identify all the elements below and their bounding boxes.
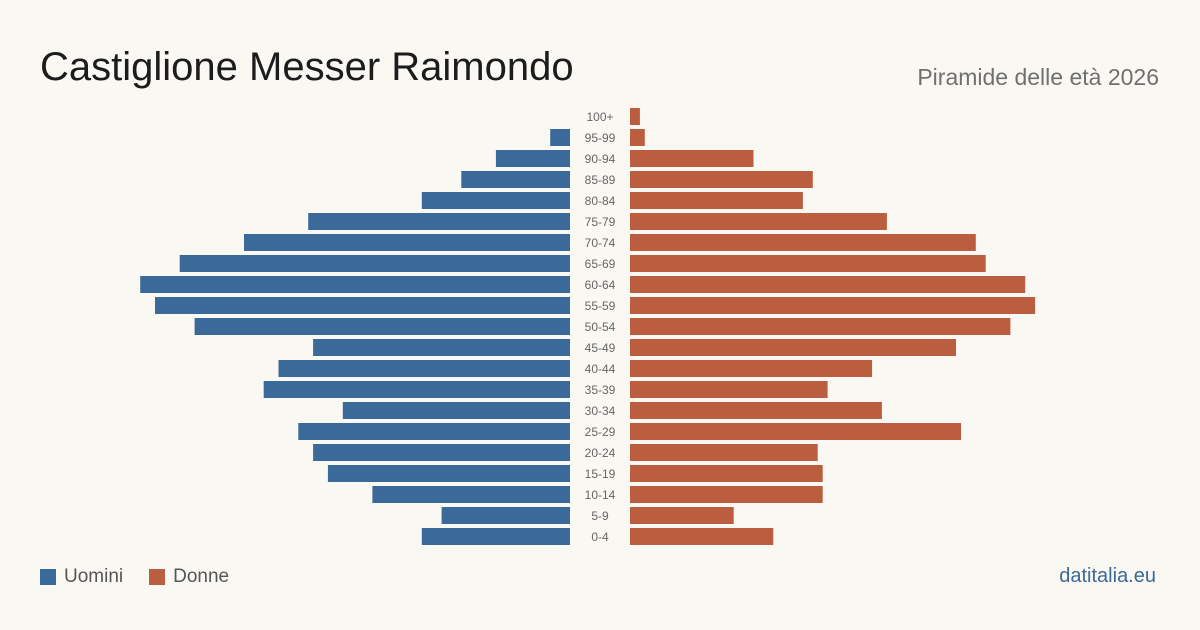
age-label-95-99: 95-99 — [585, 131, 616, 145]
bar-men-70-74 — [244, 234, 570, 251]
age-label-80-84: 80-84 — [585, 194, 616, 208]
age-label-100-plus: 100+ — [586, 110, 613, 124]
age-label-55-59: 55-59 — [585, 299, 616, 313]
bar-women-80-84 — [630, 192, 803, 209]
bar-women-95-99 — [630, 129, 645, 146]
bar-men-50-54 — [194, 318, 570, 335]
age-label-25-29: 25-29 — [585, 425, 616, 439]
bar-men-35-39 — [263, 381, 570, 398]
age-label-35-39: 35-39 — [585, 383, 616, 397]
bar-women-10-14 — [630, 486, 823, 503]
bar-women-15-19 — [630, 465, 823, 482]
bar-women-85-89 — [630, 171, 813, 188]
legend-item-women: Donne — [149, 566, 229, 588]
bar-men-5-9 — [441, 507, 570, 524]
bar-men-40-44 — [278, 360, 570, 377]
chart-title: Castiglione Messer Raimondo — [40, 45, 574, 89]
age-label-90-94: 90-94 — [585, 152, 616, 166]
bar-men-30-34 — [342, 402, 570, 419]
age-label-15-19: 15-19 — [585, 467, 616, 481]
bar-women-45-49 — [630, 339, 956, 356]
chart-subtitle: Piramide delle età 2026 — [917, 64, 1159, 90]
bar-women-30-34 — [630, 402, 882, 419]
bar-women-55-59 — [630, 297, 1036, 314]
bar-women-65-69 — [630, 255, 986, 272]
bar-men-95-99 — [550, 129, 570, 146]
bar-women-50-54 — [630, 318, 1011, 335]
bar-women-35-39 — [630, 381, 828, 398]
bar-women-75-79 — [630, 213, 887, 230]
age-label-65-69: 65-69 — [585, 257, 616, 271]
bar-women-20-24 — [630, 444, 818, 461]
bar-men-20-24 — [313, 444, 570, 461]
age-label-45-49: 45-49 — [585, 341, 616, 355]
bar-men-55-59 — [155, 297, 570, 314]
bar-women-5-9 — [630, 507, 734, 524]
age-label-10-14: 10-14 — [585, 488, 616, 502]
bar-men-25-29 — [298, 423, 570, 440]
bar-men-65-69 — [179, 255, 570, 272]
legend-label-women: Donne — [173, 566, 230, 587]
age-label-70-74: 70-74 — [585, 236, 616, 250]
bar-women-60-64 — [630, 276, 1026, 293]
age-label-0-4: 0-4 — [591, 530, 609, 544]
bar-women-70-74 — [630, 234, 976, 251]
bar-men-75-79 — [308, 213, 570, 230]
age-label-30-34: 30-34 — [585, 404, 616, 418]
bar-men-90-94 — [495, 150, 570, 167]
age-label-20-24: 20-24 — [585, 446, 616, 460]
bar-women-100-plus — [630, 108, 640, 125]
source-site-link[interactable]: datitalia.eu — [1059, 565, 1156, 587]
bar-women-0-4 — [630, 528, 774, 545]
age-label-75-79: 75-79 — [585, 215, 616, 229]
bar-men-80-84 — [421, 192, 570, 209]
age-label-60-64: 60-64 — [585, 278, 616, 292]
bar-women-40-44 — [630, 360, 873, 377]
age-label-85-89: 85-89 — [585, 173, 616, 187]
legend-label-men: Uomini — [64, 566, 124, 587]
legend-item-men: Uomini — [40, 566, 123, 588]
legend-swatch-women — [149, 569, 166, 585]
age-label-40-44: 40-44 — [585, 362, 616, 376]
bar-women-25-29 — [630, 423, 961, 440]
age-label-5-9: 5-9 — [591, 509, 609, 523]
bar-women-90-94 — [630, 150, 754, 167]
bar-men-60-64 — [140, 276, 570, 293]
bar-men-85-89 — [461, 171, 570, 188]
bar-men-15-19 — [327, 465, 570, 482]
bar-men-10-14 — [372, 486, 570, 503]
age-label-50-54: 50-54 — [585, 320, 616, 334]
bar-men-45-49 — [313, 339, 570, 356]
chart-legend: Uomini Donne — [40, 565, 255, 589]
bar-men-0-4 — [421, 528, 570, 545]
legend-swatch-men — [40, 569, 56, 585]
